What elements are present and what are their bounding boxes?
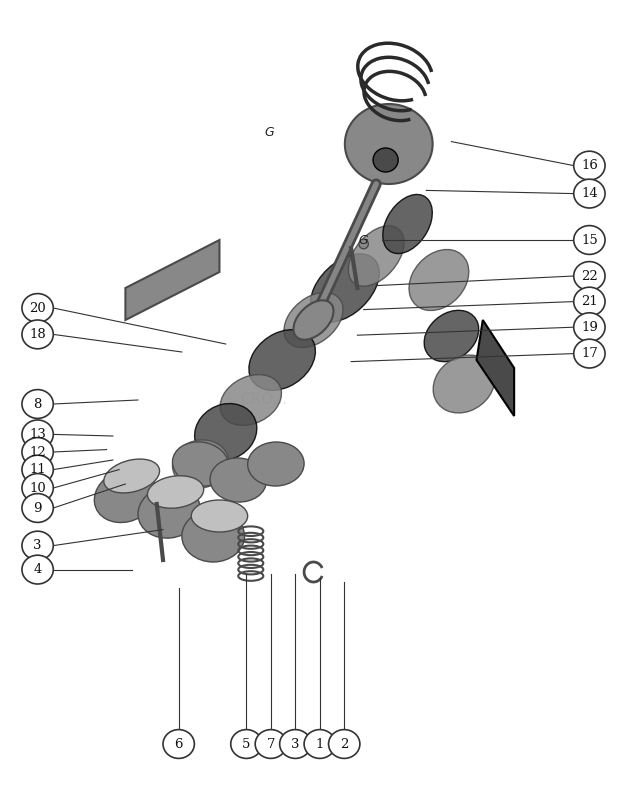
Ellipse shape [424,310,479,362]
Ellipse shape [574,287,605,316]
Ellipse shape [383,194,432,254]
Ellipse shape [574,339,605,368]
Text: 9: 9 [33,502,42,514]
Ellipse shape [249,330,315,390]
Ellipse shape [574,313,605,342]
Ellipse shape [248,442,304,486]
Ellipse shape [310,254,379,322]
Text: 8: 8 [33,398,42,410]
Ellipse shape [22,438,53,466]
Ellipse shape [104,459,159,493]
Ellipse shape [220,374,282,426]
Ellipse shape [284,293,343,347]
Ellipse shape [22,420,53,449]
Ellipse shape [574,179,605,208]
Ellipse shape [94,470,157,522]
Text: 11: 11 [29,463,46,476]
Polygon shape [125,240,219,320]
Text: 10: 10 [29,482,46,494]
Text: 5: 5 [242,738,251,750]
Ellipse shape [163,730,194,758]
Ellipse shape [22,555,53,584]
Text: 3: 3 [291,738,300,750]
Text: 16: 16 [581,159,598,172]
Text: G: G [265,126,275,138]
Text: 14: 14 [581,187,598,200]
Ellipse shape [172,442,229,486]
Text: 21: 21 [581,295,598,308]
Ellipse shape [22,390,53,418]
Ellipse shape [172,440,229,488]
Ellipse shape [349,226,404,286]
Text: 6: 6 [174,738,183,750]
Ellipse shape [329,730,360,758]
Ellipse shape [22,531,53,560]
Text: 17: 17 [581,347,598,360]
Ellipse shape [138,486,201,538]
Text: 1: 1 [315,738,324,750]
Ellipse shape [191,500,248,532]
Text: 3: 3 [33,539,42,552]
Ellipse shape [194,403,257,461]
Ellipse shape [574,226,605,254]
Ellipse shape [147,476,204,508]
Text: 22: 22 [581,270,598,282]
Ellipse shape [433,355,495,413]
Ellipse shape [359,239,368,249]
Text: CRO...: CRO... [240,393,287,407]
Polygon shape [477,320,514,416]
Ellipse shape [304,730,335,758]
Ellipse shape [574,151,605,180]
Ellipse shape [22,494,53,522]
Ellipse shape [22,320,53,349]
Ellipse shape [255,730,287,758]
Text: 12: 12 [29,446,46,458]
Ellipse shape [280,730,311,758]
Ellipse shape [373,148,398,172]
Ellipse shape [22,474,53,502]
Ellipse shape [210,458,266,502]
Text: 2: 2 [340,738,349,750]
Text: G: G [359,234,369,246]
Text: 13: 13 [29,428,46,441]
Ellipse shape [22,455,53,484]
Text: 7: 7 [266,738,275,750]
Text: 4: 4 [33,563,42,576]
Ellipse shape [22,294,53,322]
Ellipse shape [293,300,334,340]
Text: 15: 15 [581,234,598,246]
Text: 18: 18 [29,328,46,341]
Text: 19: 19 [581,321,598,334]
Ellipse shape [574,262,605,290]
Text: 20: 20 [29,302,46,314]
Ellipse shape [231,730,262,758]
Ellipse shape [409,250,469,310]
Ellipse shape [345,104,433,184]
Ellipse shape [182,510,245,562]
